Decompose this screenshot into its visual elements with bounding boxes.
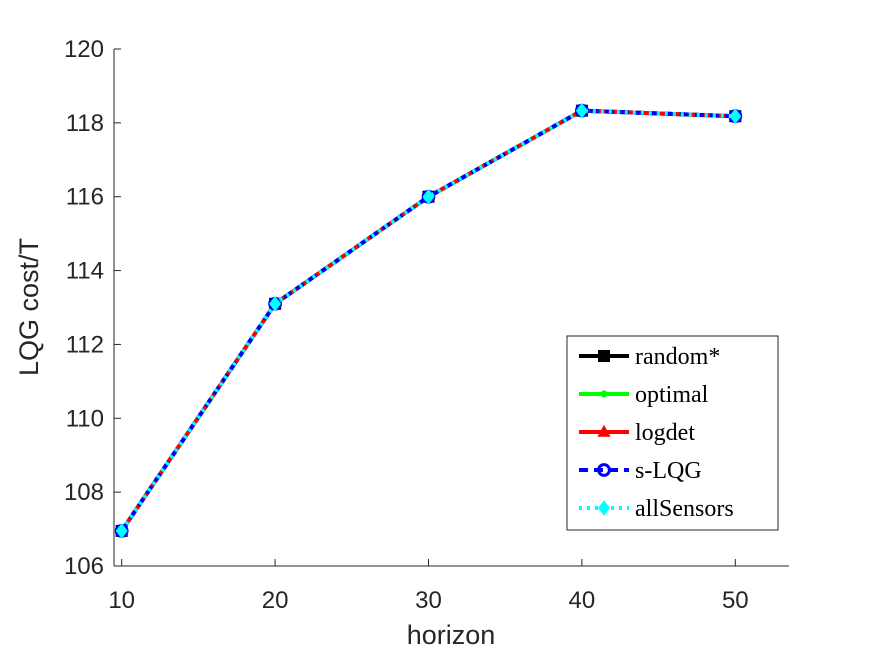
legend-entry-random*: random*	[579, 344, 720, 370]
y-tick-label-114: 114	[66, 258, 104, 285]
legend-marker-logdet	[597, 424, 611, 437]
x-tick-label-20: 20	[262, 587, 289, 614]
x-tick-label-50: 50	[722, 587, 749, 614]
series-line-allSensors	[120, 108, 736, 533]
legend-marker-random*	[598, 350, 610, 362]
legend-label-s-LQG: s-LQG	[635, 458, 702, 484]
legend-label-logdet: logdet	[635, 420, 695, 446]
legend-marker-allSensors	[598, 500, 610, 516]
y-tick-label-112: 112	[66, 331, 104, 358]
legend-marker-optimal	[600, 390, 608, 398]
y-tick-label-116: 116	[66, 184, 104, 211]
y-tick-label-118: 118	[66, 110, 104, 137]
legend-label-allSensors: allSensors	[635, 496, 734, 522]
point-allSensors-20	[269, 296, 282, 312]
series-group	[114, 102, 743, 539]
x-tick-label-10: 10	[108, 587, 135, 614]
y-tick-label-110: 110	[66, 405, 104, 432]
y-tick-label-120: 120	[64, 36, 104, 63]
legend-label-random*: random*	[635, 344, 720, 370]
point-allSensors-40	[575, 102, 588, 119]
legend: random* optimal logdet s-LQG allSensors	[566, 335, 779, 531]
x-axis-title: horizon	[407, 620, 496, 650]
x-tick-label-40: 40	[569, 587, 596, 614]
y-tick-label-106: 106	[64, 553, 104, 580]
legend-entry-optimal: optimal	[579, 382, 709, 408]
y-tick-label-108: 108	[64, 479, 104, 506]
series-line-s-LQG	[120, 108, 736, 533]
legend-entry-allSensors: allSensors	[579, 496, 734, 522]
point-allSensors-30	[422, 188, 435, 205]
point-allSensors-50	[729, 108, 742, 125]
point-allSensors-10	[115, 523, 128, 539]
legend-entry-s-LQG: s-LQG	[579, 458, 702, 484]
legend-entry-logdet: logdet	[579, 420, 695, 446]
legend-marker-s-LQG	[597, 463, 611, 477]
series-allSensors	[115, 102, 742, 539]
x-tick-label-30: 30	[415, 587, 442, 614]
axes: 10 20 30 40 50 106 108 110 112 114 116 118 120	[64, 36, 789, 614]
y-axis-title: LQG cost/T	[14, 238, 44, 376]
legend-label-optimal: optimal	[635, 382, 709, 408]
